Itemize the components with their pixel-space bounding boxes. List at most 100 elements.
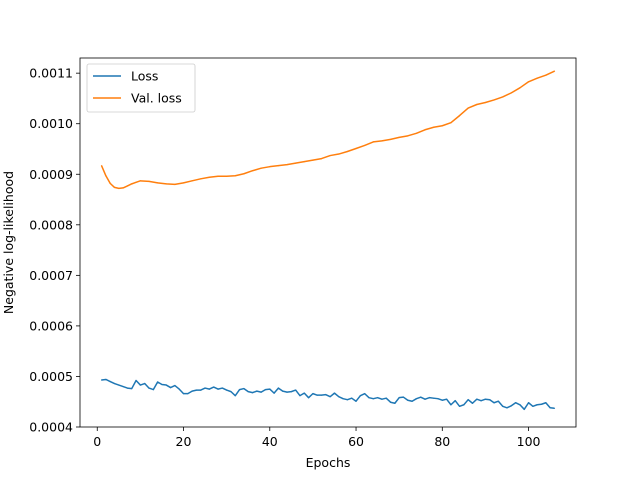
data-point [312, 159, 314, 161]
data-point [213, 386, 215, 388]
data-point [135, 379, 137, 382]
data-point [118, 187, 120, 190]
data-point [238, 388, 241, 391]
data-point [433, 126, 435, 128]
data-point [454, 400, 456, 402]
data-point [364, 144, 366, 147]
data-point [553, 70, 556, 72]
data-point [519, 87, 521, 89]
legend-label: Loss [131, 69, 158, 84]
data-point [523, 408, 525, 410]
data-point [325, 394, 327, 396]
data-point [299, 395, 301, 397]
data-point [502, 405, 504, 407]
data-point [493, 99, 495, 101]
data-point [420, 396, 422, 398]
data-point [251, 170, 254, 172]
data-point [204, 387, 206, 389]
data-point [169, 386, 172, 389]
data-point [540, 403, 543, 405]
series-line-1 [100, 70, 555, 190]
data-point [385, 397, 387, 399]
legend: Loss Val. loss [86, 63, 196, 113]
data-point [389, 138, 392, 140]
data-point [502, 96, 504, 98]
data-point [139, 180, 141, 182]
data-point [126, 387, 129, 389]
data-point [346, 150, 349, 153]
data-point [191, 180, 193, 182]
data-point [122, 385, 124, 388]
data-point [333, 392, 336, 394]
data-point [355, 400, 357, 402]
data-point [243, 387, 245, 390]
data-point [320, 157, 323, 160]
x-axis: 0 20 40 60 80 100 [93, 427, 541, 449]
data-point [536, 404, 538, 406]
data-point [260, 167, 262, 169]
data-point [320, 394, 323, 396]
data-point [303, 392, 305, 394]
data-point [174, 384, 176, 387]
data-point [346, 399, 349, 401]
data-point [191, 390, 193, 392]
data-point [221, 387, 223, 389]
data-point [182, 393, 185, 395]
y-tick-label: 0.0006 [29, 318, 73, 333]
data-point [515, 402, 517, 404]
x-axis-title: Epochs [306, 455, 351, 470]
data-point [277, 165, 279, 167]
x-tick-label: 100 [517, 434, 541, 449]
data-point [437, 398, 439, 400]
data-point [269, 388, 271, 390]
y-tick-label: 0.0007 [29, 268, 73, 283]
data-point [411, 400, 413, 402]
data-point [195, 389, 198, 391]
data-point [484, 101, 487, 104]
data-point [329, 154, 331, 157]
x-tick-label: 80 [434, 434, 450, 449]
data-point [407, 399, 409, 401]
data-point [260, 391, 262, 393]
data-point [381, 140, 383, 142]
data-point [282, 390, 284, 392]
axes-frame [79, 57, 577, 428]
data-point [118, 384, 120, 386]
data-point [178, 388, 180, 390]
data-point [415, 398, 418, 400]
data-point [510, 92, 512, 94]
data-point [424, 129, 426, 131]
data-point [536, 77, 538, 79]
data-point [450, 404, 452, 406]
data-point [338, 153, 340, 155]
data-point [329, 396, 331, 398]
data-point [113, 186, 116, 189]
data-point [208, 388, 210, 390]
data-point [519, 404, 521, 406]
data-point [394, 402, 396, 404]
data-point [476, 103, 478, 106]
data-point [381, 398, 383, 400]
data-point [527, 402, 530, 404]
data-point [338, 396, 340, 398]
legend-label: Val. loss [131, 91, 182, 106]
data-point [428, 397, 430, 399]
data-point [480, 400, 482, 402]
data-point [545, 74, 547, 76]
data-point [217, 175, 219, 177]
data-point [256, 390, 258, 392]
data-point [113, 382, 116, 385]
data-point [161, 383, 163, 386]
data-point [372, 141, 374, 143]
data-point [157, 182, 159, 184]
data-point [226, 175, 228, 177]
data-point [286, 391, 288, 393]
data-point [226, 389, 228, 391]
data-point [126, 185, 129, 187]
data-point [441, 125, 443, 127]
data-point [174, 183, 176, 185]
x-tick-label: 0 [93, 434, 101, 449]
data-point [359, 395, 361, 397]
data-point [372, 398, 374, 400]
data-point [389, 401, 392, 403]
